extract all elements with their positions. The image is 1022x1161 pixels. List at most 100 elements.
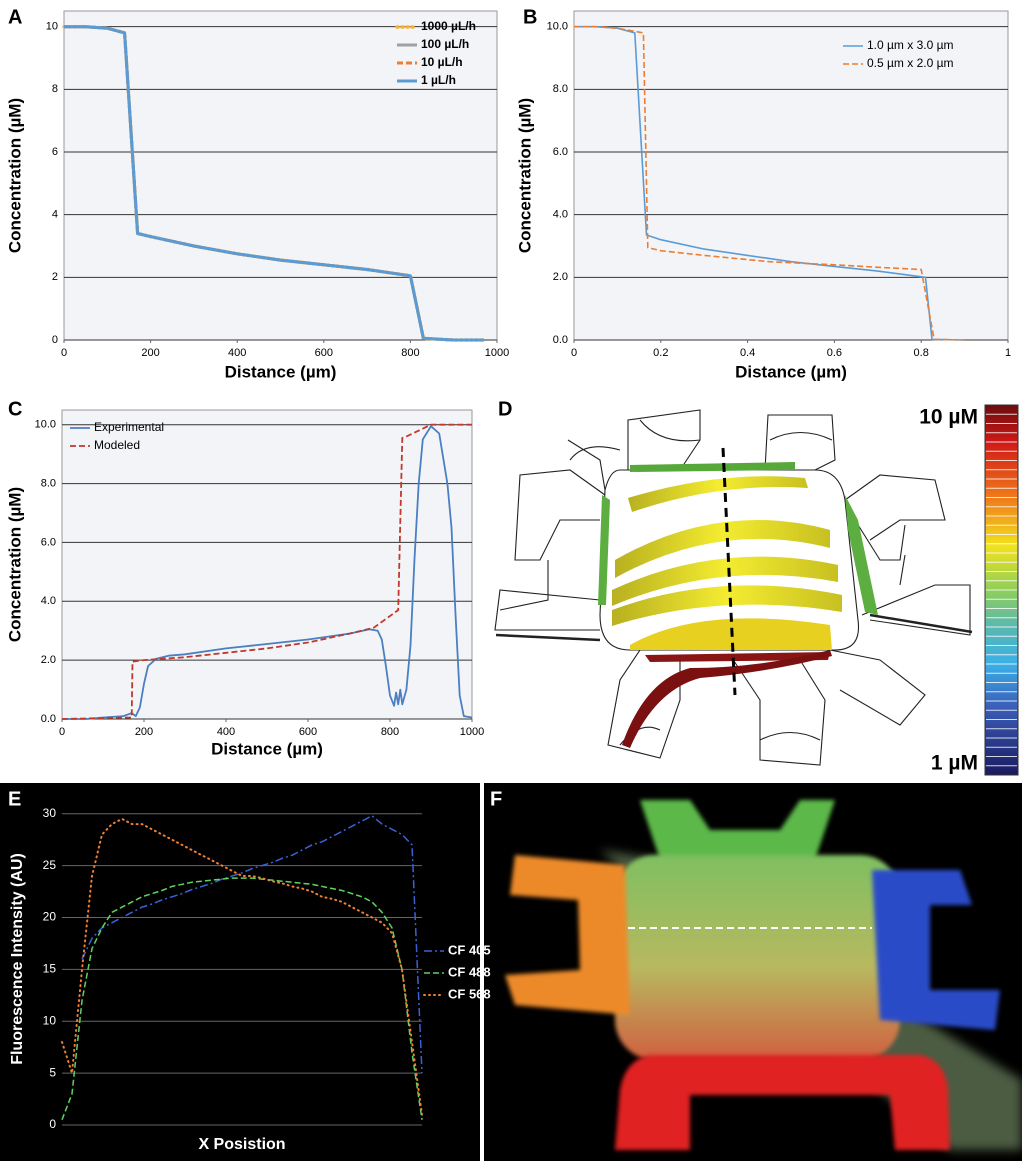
y-tick-label: 4.0 — [553, 209, 568, 221]
x-tick-label: 400 — [228, 347, 246, 359]
legend-label: 1000 µL/h — [421, 19, 476, 33]
inlet — [861, 554, 971, 636]
inlet — [764, 414, 836, 471]
x-tick-label: 0 — [59, 726, 65, 738]
panel-label: D — [498, 398, 512, 420]
plot-area — [63, 10, 498, 341]
blue-inlet — [872, 870, 1000, 1030]
legend-label: 1 µL/h — [421, 73, 456, 87]
y-tick-label: 0.0 — [41, 713, 56, 725]
green-inlet — [640, 800, 835, 860]
outlet-edge — [495, 613, 973, 642]
x-axis-title: Distance (µm) — [735, 362, 847, 381]
plot-area — [62, 793, 422, 1125]
y-tick-label: 8.0 — [553, 83, 568, 95]
colorbar-min-label: 1 µM — [931, 752, 978, 775]
legend-label: CF 405 — [448, 942, 491, 957]
legend-label: Experimental — [94, 420, 164, 434]
legend-label: 10 µL/h — [421, 55, 463, 69]
y-tick-label: 20 — [43, 910, 57, 924]
y-tick-label: 10 — [43, 1013, 57, 1027]
red-inlet — [615, 1055, 950, 1150]
x-tick-label: 0.4 — [740, 347, 755, 359]
y-axis-title: Concentration (µM) — [5, 98, 24, 253]
y-tick-label: 6.0 — [553, 146, 568, 158]
x-tick-label: 1000 — [460, 726, 484, 738]
x-axis-title: Distance (µm) — [211, 739, 323, 758]
y-tick-label: 2.0 — [41, 654, 56, 666]
ribbon — [612, 585, 842, 626]
legend-label: Modeled — [94, 438, 140, 452]
y-tick-label: 8.0 — [41, 477, 56, 489]
legend-label: 1.0 µm x 3.0 µm — [867, 38, 954, 52]
legend-label: 100 µL/h — [421, 37, 469, 51]
panel-d — [494, 409, 973, 766]
x-tick-label: 0 — [61, 347, 67, 359]
legend-label: 0.5 µm x 2.0 µm — [867, 56, 954, 70]
x-axis-title: Distance (µm) — [225, 362, 337, 381]
y-tick-label: 4 — [52, 209, 58, 221]
colorbar-ticks — [986, 413, 1017, 767]
x-tick-label: 0.8 — [914, 347, 929, 359]
y-tick-label: 10.0 — [547, 21, 568, 33]
y-tick-label: 0.0 — [553, 334, 568, 346]
x-tick-label: 400 — [217, 726, 235, 738]
y-tick-label: 4.0 — [41, 595, 56, 607]
panel-label: C — [8, 398, 22, 420]
panel-label: A — [8, 6, 22, 28]
ribbon — [628, 476, 808, 512]
panel-label: F — [490, 788, 502, 810]
y-tick-label: 8 — [52, 83, 58, 95]
series-line — [62, 425, 473, 720]
ribbons — [598, 404, 1019, 776]
panel-label: E — [8, 788, 21, 810]
x-tick-label: 1000 — [485, 347, 509, 359]
y-axis-title: Concentration (µM) — [515, 98, 534, 253]
x-tick-label: 0 — [571, 347, 577, 359]
plot-area — [61, 409, 473, 720]
ribbon — [615, 520, 830, 578]
ribbon — [612, 556, 838, 606]
y-tick-label: 2.0 — [553, 271, 568, 283]
y-tick-label: 25 — [43, 858, 57, 872]
inlet — [607, 649, 826, 766]
ribbon — [645, 652, 830, 662]
series-line — [574, 25, 965, 341]
series-line — [81, 815, 423, 1074]
x-tick-label: 600 — [299, 726, 317, 738]
ribbon — [598, 495, 610, 605]
orange-inlet — [505, 855, 630, 1015]
inlet — [514, 439, 621, 561]
x-tick-label: 0.2 — [653, 347, 668, 359]
y-tick-label: 2 — [52, 271, 58, 283]
inlet — [829, 649, 926, 726]
y-tick-label: 6 — [52, 146, 58, 158]
y-tick-label: 15 — [43, 962, 57, 976]
y-tick-label: 0 — [52, 334, 58, 346]
y-tick-label: 0 — [49, 1117, 56, 1131]
y-tick-label: 6.0 — [41, 536, 56, 548]
inlet — [494, 560, 601, 631]
inlet — [627, 409, 701, 471]
x-tick-label: 800 — [381, 726, 399, 738]
ribbon — [630, 462, 795, 472]
x-tick-label: 200 — [141, 347, 159, 359]
panel-label: B — [523, 6, 537, 28]
x-tick-label: 600 — [315, 347, 333, 359]
x-axis-title: X Posistion — [198, 1136, 285, 1153]
chamber-outline — [599, 469, 860, 651]
x-tick-label: 0.6 — [827, 347, 842, 359]
series-line — [61, 877, 423, 1121]
ribbon — [845, 495, 878, 615]
legend-label: CF 488 — [448, 964, 491, 979]
chamber — [615, 855, 900, 1060]
y-tick-label: 10.0 — [35, 419, 56, 431]
y-axis-title: Concentration (µM) — [5, 487, 24, 642]
x-tick-label: 1 — [1005, 347, 1011, 359]
y-axis-title: Fluorescence Intensity (AU) — [9, 853, 26, 1065]
x-tick-label: 200 — [135, 726, 153, 738]
legend-label: CF 568 — [448, 986, 491, 1001]
x-tick-label: 800 — [401, 347, 419, 359]
